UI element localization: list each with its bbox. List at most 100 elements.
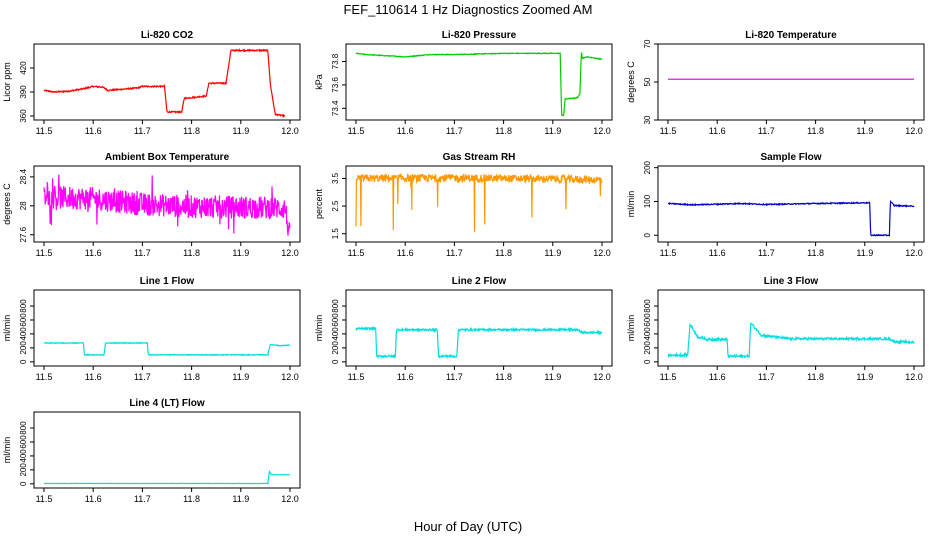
figure-xlabel: Hour of Day (UTC)	[414, 519, 522, 534]
y-tick-label: 1.5	[331, 228, 340, 240]
panel-title: Li-820 Pressure	[442, 30, 517, 41]
x-tick-label: 11.8	[807, 372, 824, 382]
y-tick-label: 73.8	[331, 53, 340, 69]
plot-frame	[33, 411, 301, 489]
panel-title: Sample Flow	[760, 152, 821, 163]
y-tick-label: 2.5	[331, 200, 340, 212]
x-tick-label: 11.8	[183, 248, 200, 258]
panel-title: Line 4 (LT) Flow	[129, 398, 205, 409]
x-tick-label: 11.5	[348, 372, 365, 382]
x-tick-label: 11.5	[36, 494, 53, 504]
y-tick-label: 800	[331, 299, 340, 313]
x-tick-label: 11.7	[758, 126, 775, 136]
y-axis-label: ml/min	[2, 315, 12, 342]
y-tick-label: 400	[19, 449, 28, 463]
y-tick-label: 200	[19, 463, 28, 477]
y-axis-label: ml/min	[626, 191, 636, 218]
y-axis-label: Licor ppm	[2, 62, 12, 102]
y-tick-label: 600	[19, 435, 28, 449]
x-tick-label: 11.5	[348, 126, 365, 136]
y-tick-label: 28	[19, 201, 28, 210]
panel-9: Line 3 Flow ml/min 11.5 11.6 11.7 11.8 11.9 12.…	[626, 276, 925, 382]
y-tick-label: 200	[19, 341, 28, 355]
x-tick-label: 12.0	[281, 372, 299, 382]
y-tick-label: 0	[643, 232, 652, 237]
panel-3: Li-820 Temperature degrees C 11.5 11.6 11.7 1…	[626, 30, 925, 136]
x-tick-label: 11.8	[807, 126, 824, 136]
y-tick-label: 420	[19, 61, 28, 75]
y-tick-label: 800	[19, 421, 28, 435]
plot-frame	[345, 289, 613, 367]
x-tick-label: 11.8	[183, 372, 200, 382]
series-line	[355, 325, 603, 360]
x-tick-label: 11.7	[758, 248, 775, 258]
panel-6: Sample Flow ml/min 11.5 11.6 11.7 11.8 11.9 12.…	[626, 152, 925, 258]
x-tick-label: 11.8	[495, 248, 512, 258]
x-tick-label: 11.7	[446, 126, 463, 136]
panel-title: Ambient Box Temperature	[105, 152, 230, 163]
chart-panels: Li-820 CO2 Licor ppm 11.5 11.6 11.7 11.8 11.9 1…	[2, 30, 925, 504]
y-tick-label: 0	[19, 481, 28, 486]
x-tick-label: 11.6	[709, 126, 726, 136]
panel-title: Line 2 Flow	[452, 276, 507, 287]
x-tick-label: 11.8	[183, 126, 200, 136]
plot-frame	[33, 165, 301, 243]
x-tick-label: 11.8	[495, 372, 512, 382]
panel-title: Line 3 Flow	[764, 276, 819, 287]
panel-10: Line 4 (LT) Flow ml/min 11.5 11.6 11.7 11.8 11…	[2, 398, 301, 504]
y-tick-label: 600	[643, 313, 652, 327]
y-axis-label: percent	[314, 188, 324, 219]
x-tick-label: 11.7	[134, 494, 151, 504]
y-tick-label: 28.4	[19, 169, 28, 185]
figure-title: FEF_110614 1 Hz Diagnostics Zoomed AM	[343, 2, 592, 17]
y-tick-label: 0	[19, 359, 28, 364]
x-tick-label: 11.8	[807, 248, 824, 258]
y-tick-label: 200	[331, 341, 340, 355]
y-axis-label: ml/min	[2, 437, 12, 464]
x-tick-label: 12.0	[281, 494, 299, 504]
x-tick-label: 11.6	[85, 126, 102, 136]
y-tick-label: 0	[643, 359, 652, 364]
x-tick-label: 12.0	[593, 126, 611, 136]
x-tick-label: 11.9	[232, 248, 249, 258]
x-tick-label: 11.6	[709, 248, 726, 258]
panel-8: Line 2 Flow ml/min 11.5 11.6 11.7 11.8 11.9 12.…	[314, 276, 613, 382]
y-axis-label: degrees C	[626, 61, 636, 103]
y-tick-label: 73.4	[331, 100, 340, 116]
y-tick-label: 200	[643, 341, 652, 355]
x-tick-label: 12.0	[593, 372, 611, 382]
x-tick-label: 11.5	[36, 372, 53, 382]
x-tick-label: 12.0	[281, 126, 299, 136]
series-line	[667, 199, 915, 237]
plot-frame	[657, 165, 925, 243]
x-tick-label: 11.8	[183, 494, 200, 504]
x-tick-label: 11.7	[134, 372, 151, 382]
x-tick-label: 11.7	[446, 248, 463, 258]
x-tick-label: 12.0	[593, 248, 611, 258]
x-tick-label: 11.6	[397, 372, 414, 382]
x-tick-label: 11.9	[544, 126, 561, 136]
y-tick-label: 360	[19, 109, 28, 123]
y-axis-label: degrees C	[2, 183, 12, 225]
panel-7: Line 1 Flow ml/min 11.5 11.6 11.7 11.8 11.9 12.…	[2, 276, 301, 382]
x-tick-label: 11.7	[758, 372, 775, 382]
x-tick-label: 12.0	[905, 126, 923, 136]
plot-frame	[345, 43, 613, 121]
y-tick-label: 30	[643, 115, 652, 124]
x-tick-label: 11.9	[544, 372, 561, 382]
y-tick-label: 0	[331, 359, 340, 364]
y-tick-label: 400	[331, 327, 340, 341]
plot-frame	[33, 43, 301, 121]
x-tick-label: 11.9	[232, 126, 249, 136]
x-tick-label: 11.6	[397, 126, 414, 136]
y-tick-label: 27.6	[19, 226, 28, 242]
y-axis-label: ml/min	[626, 315, 636, 342]
y-tick-label: 200	[643, 160, 652, 174]
panel-4: Ambient Box Temperature degrees C 11.5 11.6…	[2, 152, 301, 258]
series-line	[355, 172, 603, 232]
x-tick-label: 11.5	[660, 126, 677, 136]
panel-title: Li-820 CO2	[141, 30, 194, 41]
panel-2: Li-820 Pressure kPa 11.5 11.6 11.7 11.8 11.9 12…	[314, 30, 613, 136]
x-tick-label: 11.7	[134, 248, 151, 258]
series-line	[43, 48, 286, 119]
